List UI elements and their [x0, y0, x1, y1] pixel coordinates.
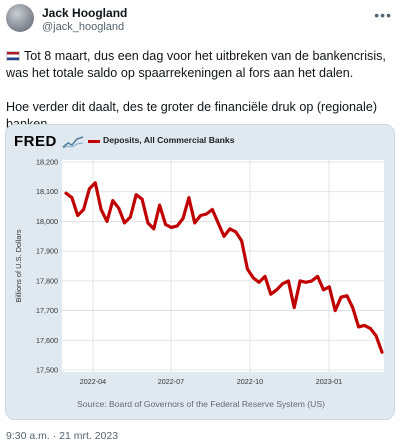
tweet-paragraph-1-text: Tot 8 maart, dus een dag voor het uitbre… — [6, 49, 386, 80]
y-tick-label: 17,700 — [36, 306, 58, 315]
y-tick-label: 18,100 — [36, 187, 58, 196]
more-options-icon[interactable]: ••• — [374, 7, 392, 23]
y-tick-label: 18,200 — [36, 158, 58, 167]
avatar[interactable] — [6, 4, 34, 32]
y-tick-label: 18,000 — [36, 217, 58, 226]
y-tick-labels: 17,500 17,600 17,700 17,800 17,900 18,000 18,1… — [36, 158, 58, 375]
legend-swatch — [88, 140, 100, 143]
chart-source: Source: Board of Governors of the Federa… — [77, 399, 325, 409]
fred-chart-image[interactable]: 17,500 17,600 17,700 17,800 17,900 18,000 18,1… — [5, 124, 395, 420]
grid-lines — [62, 160, 384, 372]
deposits-series-line — [64, 181, 384, 354]
fred-logo-chart-icon — [62, 136, 84, 149]
netherlands-flag-icon — [6, 51, 20, 61]
y-tick-label: 17,600 — [36, 336, 58, 345]
fred-logo: FRED — [14, 133, 57, 150]
tweet-header: Jack Hoogland @jack_hoogland ••• — [6, 4, 394, 38]
tweet-paragraph-1: Tot 8 maart, dus een dag voor het uitbre… — [6, 48, 394, 82]
y-tick-label: 17,900 — [36, 247, 58, 256]
plot-area — [62, 160, 384, 372]
chart-svg: 17,500 17,600 17,700 17,800 17,900 18,000 18,1… — [14, 158, 384, 386]
tweet-timestamp[interactable]: 9:30 a.m. · 21 mrt. 2023 — [6, 430, 119, 442]
y-tick-label: 17,500 — [36, 366, 58, 375]
y-axis-label: Billions of U.S. Dollars — [14, 229, 23, 302]
tweet-text: Tot 8 maart, dus een dag voor het uitbre… — [6, 48, 394, 150]
x-tick-label: 2022-07 — [158, 377, 184, 386]
x-tick-label: 2022-10 — [237, 377, 263, 386]
author-name[interactable]: Jack Hoogland — [42, 6, 128, 20]
x-tick-label: 2023-01 — [316, 377, 342, 386]
legend-label: Deposits, All Commercial Banks — [103, 135, 235, 145]
y-tick-label: 17,800 — [36, 276, 58, 285]
author-handle[interactable]: @jack_hoogland — [42, 21, 125, 33]
x-tick-label: 2022-04 — [80, 377, 106, 386]
x-tick-labels: 2022-04 2022-07 2022-10 2023-01 — [80, 377, 342, 386]
